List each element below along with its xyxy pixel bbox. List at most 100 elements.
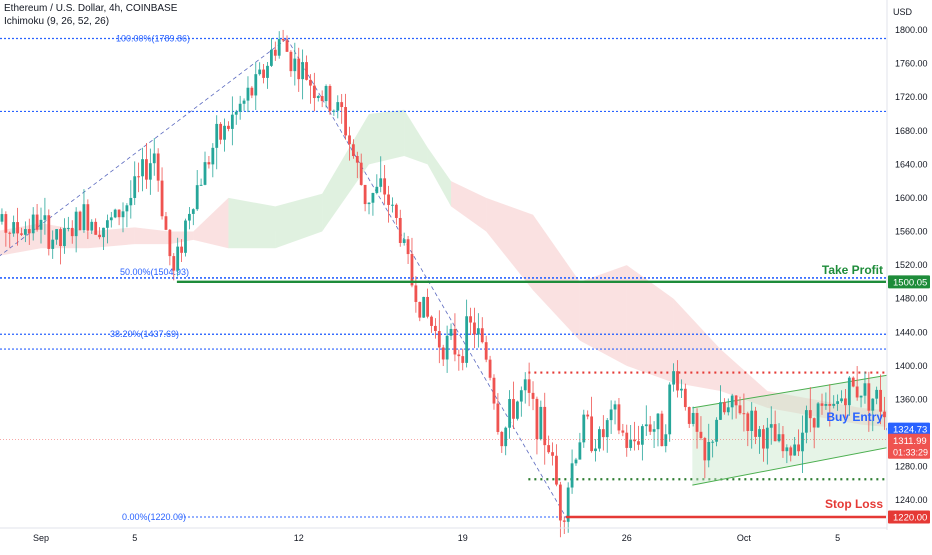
candle bbox=[191, 208, 195, 226]
candle bbox=[676, 360, 679, 398]
candle bbox=[0, 208, 4, 225]
candle bbox=[141, 147, 144, 192]
candle bbox=[582, 409, 586, 448]
candle-body bbox=[613, 404, 617, 410]
cloud-segment bbox=[767, 391, 815, 417]
candle bbox=[562, 516, 566, 535]
currency-label: USD bbox=[893, 7, 913, 17]
candle-body bbox=[74, 211, 78, 237]
candle bbox=[508, 390, 511, 439]
candle-body bbox=[16, 222, 19, 234]
candle bbox=[558, 481, 562, 538]
candle bbox=[656, 412, 660, 447]
candle bbox=[879, 374, 882, 425]
countdown-label: 01:33:29 bbox=[893, 447, 928, 457]
candle-body bbox=[437, 331, 441, 348]
price-tick-label: 1440.00 bbox=[895, 327, 928, 337]
candle-body bbox=[547, 445, 551, 453]
candle-body bbox=[359, 162, 363, 185]
candle bbox=[461, 348, 465, 371]
candle bbox=[371, 192, 375, 216]
candle-body bbox=[55, 229, 59, 240]
fib-label-50: 50.00%(1504.93) bbox=[120, 267, 189, 277]
candle-body bbox=[70, 227, 74, 237]
candle bbox=[726, 398, 730, 416]
candle bbox=[324, 84, 328, 108]
candle bbox=[281, 29, 285, 43]
candle bbox=[457, 349, 461, 371]
candle-body bbox=[312, 85, 316, 99]
candle-body bbox=[266, 65, 269, 78]
indicator-label[interactable]: Ichimoku (9, 26, 52, 26) bbox=[4, 16, 110, 27]
candle bbox=[164, 212, 168, 231]
take-profit-label: Take Profit bbox=[822, 263, 883, 277]
candle-body bbox=[801, 432, 804, 452]
candle bbox=[43, 197, 47, 235]
stop-loss-price-badge-bg bbox=[888, 510, 930, 524]
candle-body bbox=[168, 229, 172, 257]
candlesticks bbox=[0, 29, 932, 538]
symbol-title[interactable]: Ethereum / U.S. Dollar, 4h, COINBASE bbox=[4, 3, 178, 14]
price-axis[interactable]: USD1240.001280.001320.001360.001400.0014… bbox=[886, 0, 932, 550]
price-tick-label: 1760.00 bbox=[895, 59, 928, 69]
candle bbox=[754, 406, 758, 445]
candle bbox=[328, 84, 332, 115]
candle bbox=[152, 138, 156, 176]
candle bbox=[20, 227, 23, 236]
candle bbox=[871, 398, 875, 432]
cloud-segment bbox=[579, 265, 627, 366]
candle-body bbox=[137, 176, 141, 178]
candle bbox=[644, 405, 648, 436]
candle bbox=[379, 156, 383, 193]
candle-body bbox=[402, 239, 406, 243]
candle bbox=[492, 374, 496, 410]
candle bbox=[609, 400, 613, 434]
candle bbox=[773, 410, 777, 442]
candle bbox=[176, 237, 180, 277]
candle bbox=[570, 449, 574, 494]
time-axis[interactable]: Sep5121926Oct510172428 bbox=[0, 527, 932, 543]
candle bbox=[309, 74, 312, 104]
candle bbox=[332, 109, 336, 116]
candle-body bbox=[609, 409, 613, 421]
candle-body bbox=[785, 447, 789, 452]
candle-body bbox=[145, 159, 148, 180]
candle-body bbox=[285, 40, 289, 52]
candle bbox=[574, 457, 578, 466]
candle bbox=[86, 199, 90, 240]
candle bbox=[844, 388, 847, 419]
time-tick-label: 19 bbox=[458, 533, 468, 543]
candle bbox=[629, 424, 633, 451]
candle-body bbox=[383, 178, 387, 195]
trade-levels: Take Profit Buy Entry Stop Loss bbox=[0, 263, 932, 519]
candle bbox=[449, 323, 453, 340]
candle-body bbox=[203, 162, 207, 185]
buy-entry-price-badge-bg bbox=[888, 422, 930, 436]
candle bbox=[781, 426, 785, 458]
candle bbox=[215, 115, 219, 170]
channel-fill bbox=[692, 367, 932, 486]
cloud-segment bbox=[275, 193, 323, 249]
candle bbox=[160, 167, 164, 220]
candle bbox=[297, 47, 301, 92]
candle-body bbox=[816, 403, 820, 428]
candle bbox=[816, 401, 820, 428]
time-tick-label: 5 bbox=[132, 533, 137, 543]
candle bbox=[172, 253, 176, 281]
horizontal-levels bbox=[0, 37, 886, 350]
candle bbox=[668, 382, 672, 442]
candle-body bbox=[422, 296, 426, 318]
candle bbox=[246, 76, 250, 113]
candle bbox=[516, 400, 519, 421]
candle-body bbox=[269, 49, 273, 66]
candle-body bbox=[812, 418, 816, 428]
candle bbox=[680, 379, 683, 398]
candle bbox=[617, 398, 621, 435]
candle bbox=[621, 423, 625, 437]
candle-body bbox=[109, 217, 113, 221]
candle-body bbox=[344, 107, 347, 136]
candle-body bbox=[8, 232, 12, 234]
candle bbox=[426, 288, 429, 319]
